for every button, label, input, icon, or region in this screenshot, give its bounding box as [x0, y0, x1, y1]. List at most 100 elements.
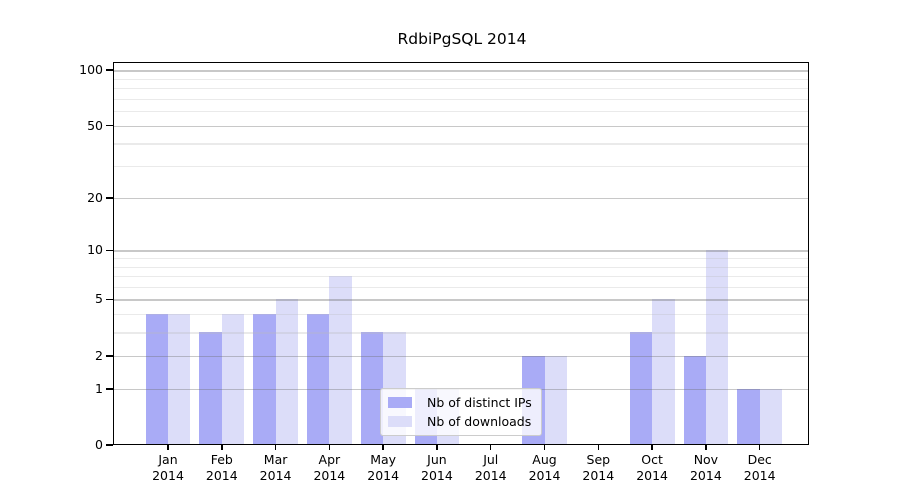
gridline-major [114, 250, 809, 252]
x-axis-tick-label-line: Jul [483, 452, 499, 467]
y-tick-mark [106, 124, 113, 127]
x-axis-tick-label-line: 2014 [421, 468, 453, 483]
bar-downloads [544, 355, 567, 445]
x-tick-mark [167, 445, 169, 450]
y-axis-tick-label: 0 [95, 437, 103, 452]
gridline-minor [114, 314, 809, 316]
x-tick-mark [597, 445, 600, 450]
x-axis-tick-label-line: 2014 [474, 468, 507, 483]
bar-downloads [705, 250, 729, 445]
gridline-minor [114, 266, 809, 268]
x-axis-tick-label-line: 2014 [313, 468, 346, 483]
legend-item-downloads: Nb of downloads [388, 415, 532, 428]
gridline-minor [114, 78, 809, 80]
gridline-minor [114, 286, 809, 289]
x-axis-tick-label-line: Jun [427, 452, 447, 467]
x-axis-tick-label: Jun 2014 [407, 452, 467, 484]
gridline-minor [114, 276, 809, 278]
x-axis-tick-label: Oct 2014 [622, 452, 682, 484]
y-tick-mark [106, 249, 113, 252]
bar-downloads [275, 299, 298, 445]
gridline-minor [114, 166, 809, 168]
x-axis-tick-label-line: 2014 [582, 468, 615, 483]
x-axis-tick-label-line: Mar [263, 452, 288, 467]
legend-swatch-distinct-ips-icon [388, 397, 412, 408]
x-tick-mark [543, 445, 546, 450]
x-tick-mark [436, 445, 438, 450]
x-axis-tick-label: Sep 2014 [568, 452, 628, 484]
legend-item-distinct-ips: Nb of distinct IPs [388, 396, 532, 409]
gridline-major [114, 197, 809, 200]
gridline-major [114, 125, 809, 128]
y-tick-mark [106, 298, 113, 301]
y-tick-mark [106, 355, 113, 357]
x-axis-tick-label-line: 2014 [259, 468, 292, 483]
y-axis-tick-label: 100 [79, 62, 103, 78]
bar-distinct-ips [306, 314, 330, 445]
y-axis-tick-label: 2 [95, 347, 103, 363]
x-tick-mark [758, 445, 761, 450]
x-axis-tick-label-line: 2014 [205, 468, 238, 483]
gridline-minor [114, 88, 809, 90]
gridline-major [114, 299, 809, 301]
y-tick-mark [106, 197, 113, 199]
bar-distinct-ips [737, 388, 760, 445]
x-axis-tick-label: Jul 2014 [461, 452, 521, 484]
y-axis-tick-label: 50 [87, 117, 103, 133]
x-axis-tick-label-line: Aug [532, 452, 557, 467]
gridline-minor [114, 332, 809, 334]
x-axis-tick-label: Aug 2014 [515, 452, 575, 484]
bar-distinct-ips [683, 355, 706, 445]
bar-downloads [759, 388, 783, 445]
x-axis-tick-label: Jan 2014 [138, 452, 198, 484]
bar-downloads [221, 314, 245, 445]
x-axis-tick-label: Feb 2014 [192, 452, 252, 484]
x-axis-tick-label-line: Apr [318, 452, 341, 467]
x-axis-tick-label: May 2014 [353, 452, 413, 484]
legend: Nb of distinct IPs Nb of downloads [380, 388, 542, 436]
x-axis-tick-label-line: Dec [747, 452, 772, 467]
x-tick-mark [651, 445, 653, 450]
x-axis-tick-label: Dec 2014 [730, 452, 790, 484]
y-tick-mark [106, 388, 113, 390]
gridline-major [114, 355, 809, 358]
x-axis-tick-label-line: Jan [158, 452, 178, 467]
legend-swatch-downloads-icon [388, 416, 412, 427]
x-tick-mark [489, 445, 492, 450]
x-tick-mark [328, 445, 331, 450]
bar-distinct-ips [629, 332, 653, 445]
x-axis-tick-label: Nov 2014 [676, 452, 736, 484]
bar-downloads [652, 299, 675, 445]
x-axis-tick-label-line: May [370, 452, 397, 467]
x-axis-tick-label-line: 2014 [743, 468, 776, 483]
legend-label-distinct-ips: Nb of distinct IPs [427, 395, 532, 410]
y-tick-mark [106, 69, 113, 71]
x-axis-tick-label: Mar 2014 [246, 452, 306, 484]
y-axis-tick-label: 20 [87, 189, 103, 205]
gridline-minor [114, 258, 809, 260]
x-axis-tick-label-line: Oct [641, 452, 663, 467]
x-axis-tick-label-line: 2014 [689, 468, 722, 483]
y-axis-tick-label: 1 [95, 380, 103, 396]
bar-distinct-ips [199, 332, 222, 445]
gridline-minor [114, 98, 809, 100]
gridline-minor [114, 143, 809, 145]
y-axis-tick-label: 10 [87, 242, 103, 258]
x-axis-tick-label: Apr 2014 [299, 452, 359, 484]
x-axis-tick-label-line: Sep [586, 452, 611, 467]
legend-label-downloads: Nb of downloads [427, 414, 532, 429]
y-tick-mark [106, 444, 113, 446]
x-axis-tick-label-line: 2014 [152, 468, 184, 483]
x-tick-mark [274, 445, 277, 450]
x-tick-mark [705, 445, 707, 450]
x-tick-mark [382, 445, 384, 450]
gridline-minor [114, 111, 809, 113]
y-axis-tick-label: 5 [95, 291, 103, 307]
x-axis-tick-label-line: 2014 [636, 468, 669, 483]
x-tick-mark [221, 445, 223, 450]
bar-distinct-ips [360, 332, 384, 445]
x-axis-tick-label-line: Nov [693, 452, 719, 467]
bar-downloads [168, 314, 191, 445]
chart-title: RdbiPgSQL 2014 [397, 30, 527, 48]
